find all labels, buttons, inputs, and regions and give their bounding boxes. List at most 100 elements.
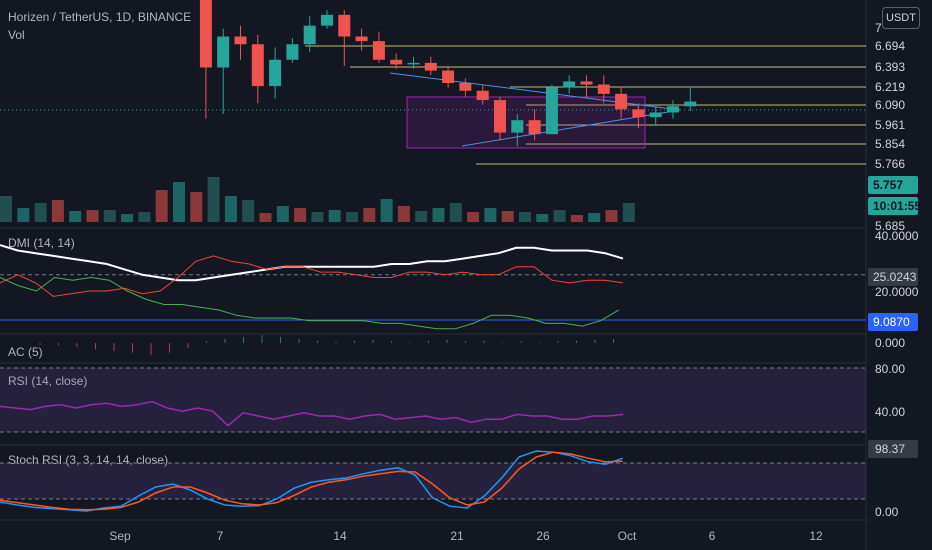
x-tick-label: Oct xyxy=(618,529,637,543)
x-tick-label: 26 xyxy=(536,529,550,543)
price-tick-label: 6.219 xyxy=(875,80,905,94)
stoch-badge-label: 98.37 xyxy=(875,442,905,456)
candle-body xyxy=(390,59,403,65)
volume-bar xyxy=(397,206,410,222)
volume-bar xyxy=(328,210,341,222)
candle-body xyxy=(632,109,645,118)
volume-bar xyxy=(501,211,514,222)
price-tick-label: 5.766 xyxy=(875,157,905,171)
volume-bar xyxy=(519,212,531,222)
price-tick-label: 6.694 xyxy=(875,39,905,53)
price-badge-bg xyxy=(868,176,918,194)
candle-body xyxy=(580,81,593,85)
candle-body xyxy=(355,36,368,42)
stoch-k-series xyxy=(0,450,624,512)
volume-bar xyxy=(0,196,12,222)
volume-bar xyxy=(276,206,289,222)
volume-bar xyxy=(190,192,203,222)
volume-bar xyxy=(155,190,168,222)
stoch-badge-bg xyxy=(868,440,918,458)
volume-bar xyxy=(242,200,255,222)
volume-bar xyxy=(553,210,566,222)
volume-bar xyxy=(17,208,30,222)
price-tick-label: 6.090 xyxy=(875,98,905,112)
volume-label: Vol xyxy=(8,28,25,42)
volume-bar xyxy=(484,208,497,222)
price-badge-label: 10:01:55 xyxy=(873,199,921,213)
adx-series xyxy=(0,244,624,282)
x-tick-label: 21 xyxy=(450,529,464,543)
candle-body xyxy=(615,93,628,110)
candle-body xyxy=(684,101,697,107)
candle-body xyxy=(372,41,385,60)
candle-body xyxy=(321,14,333,26)
price-tick-label: 5.854 xyxy=(875,137,905,151)
volume-bar xyxy=(34,203,47,222)
volume-bar xyxy=(121,214,134,222)
candle-body xyxy=(338,14,351,37)
minus-di-series xyxy=(0,276,620,330)
candle-body xyxy=(269,59,282,87)
chart-title: Horizen / TetherUS, 1D, BINANCE xyxy=(8,10,192,24)
currency-toggle[interactable]: USDT xyxy=(882,7,920,29)
volume-bar xyxy=(588,213,601,222)
price-tick-label: 5.685 xyxy=(875,219,905,233)
plus-di-series xyxy=(0,255,624,297)
rsi-tick-label: 40.00 xyxy=(875,405,905,419)
candle-body xyxy=(528,120,541,135)
candle-body xyxy=(649,112,662,118)
stoch-d-series xyxy=(0,451,623,511)
x-tick-label: Sep xyxy=(109,529,131,543)
price-tick-label: 6.393 xyxy=(875,60,905,74)
volume-bar xyxy=(415,211,428,222)
candle-body xyxy=(476,90,489,101)
volume-bar xyxy=(346,212,358,222)
volume-bar xyxy=(622,203,635,222)
volume-bar xyxy=(380,199,393,222)
volume-bar xyxy=(311,212,324,222)
stoch-band-fill xyxy=(0,463,866,499)
volume-bar xyxy=(449,203,462,222)
volume-bar xyxy=(605,210,618,222)
volume-bar xyxy=(536,214,549,222)
stoch-tick-label: 0.00 xyxy=(875,505,899,519)
volume-bar xyxy=(86,210,99,222)
candle-body xyxy=(563,81,576,88)
dmi-badge-bg xyxy=(868,268,918,286)
candle-body xyxy=(234,36,247,45)
dmi-title: DMI (14, 14) xyxy=(8,236,75,250)
volume-bar xyxy=(259,213,272,222)
volume-bar xyxy=(570,215,583,222)
candle-body xyxy=(545,87,558,135)
dmi-tick-label: 40.0000 xyxy=(875,229,919,243)
ac-title: AC (5) xyxy=(8,345,43,359)
rsi-tick-label: 80.00 xyxy=(875,362,905,376)
dmi-badge-bg xyxy=(868,313,918,331)
volume-bar xyxy=(432,208,445,222)
volume-bar xyxy=(51,200,64,222)
candle-body xyxy=(217,36,230,68)
volume-bar xyxy=(103,210,116,222)
candle-body xyxy=(597,84,610,94)
candle-body xyxy=(667,106,679,113)
dmi-badge-label: 25.0243 xyxy=(873,270,917,284)
volume-bar xyxy=(467,212,480,222)
volume-bar xyxy=(173,182,185,222)
rsi-series xyxy=(0,400,624,427)
volume-bar xyxy=(69,211,82,222)
price-tick-label: 7 xyxy=(875,21,882,35)
price-badge-bg xyxy=(868,197,918,215)
candle-body xyxy=(424,62,437,71)
volume-bar xyxy=(138,212,151,222)
dmi-tick-label: 20.0000 xyxy=(875,285,919,299)
candle-body xyxy=(511,120,524,133)
candle-body xyxy=(494,100,506,133)
candle-body xyxy=(286,44,299,60)
volume-bar xyxy=(294,208,307,222)
candle-body xyxy=(442,70,455,83)
dmi-badge-label: 9.0870 xyxy=(873,315,910,329)
candle-body xyxy=(407,62,420,65)
candle-body xyxy=(251,44,264,87)
rsi-title: RSI (14, close) xyxy=(8,374,87,388)
